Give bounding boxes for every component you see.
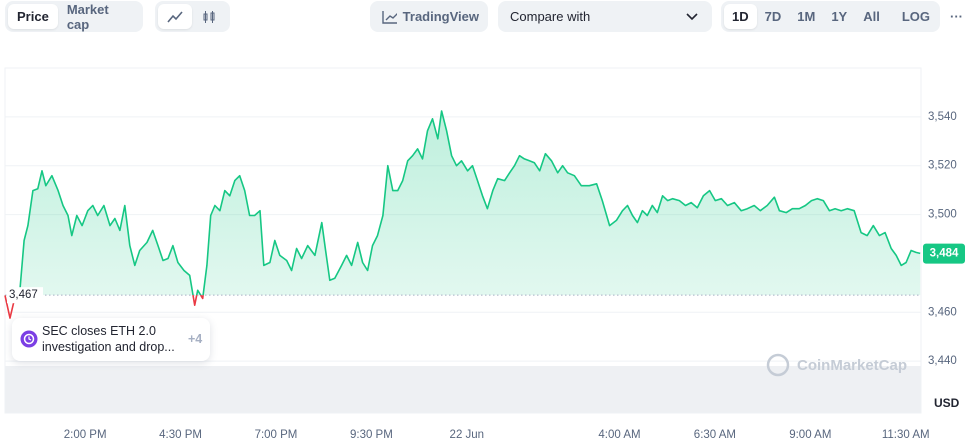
x-tick-label: 9:30 PM xyxy=(350,429,393,441)
y-tick-label: 3,460 xyxy=(928,306,957,318)
current-price-badge xyxy=(923,243,965,264)
range-tab[interactable]: 1D xyxy=(724,4,757,29)
x-tick-label: 22 Jun xyxy=(450,429,485,441)
range-tabs: 1D 7D 1M 1Y All LOG xyxy=(721,1,940,32)
watermark: CoinMarketCap xyxy=(766,353,907,377)
compare-label: Compare with xyxy=(510,9,591,24)
annotation[interactable]: SEC closes ETH 2.0 investigation and dro… xyxy=(12,318,210,361)
chart-style xyxy=(155,1,230,32)
type-tabs: Price Market cap xyxy=(5,1,143,32)
annotation-icon xyxy=(20,330,38,348)
range-tab[interactable]: 1Y xyxy=(831,9,848,24)
x-tick-label: 4:30 PM xyxy=(159,429,202,441)
plot-frame xyxy=(4,67,922,414)
annotation-text: investigation and drop... xyxy=(42,340,175,354)
range-tab[interactable]: All xyxy=(863,9,880,24)
tab[interactable]: Price xyxy=(8,4,58,29)
line-style-button[interactable] xyxy=(158,4,192,29)
annotation-more: +4 xyxy=(188,332,203,346)
y-tick-label: 3,440 xyxy=(928,355,957,367)
x-tick-label: 9:00 AM xyxy=(789,429,831,441)
area-fill xyxy=(17,111,921,296)
x-tick-label: 7:00 PM xyxy=(255,429,298,441)
y-tick-label: 3,500 xyxy=(928,209,957,221)
more-button[interactable]: ··· xyxy=(950,9,963,24)
x-tick-label: 4:00 AM xyxy=(598,429,640,441)
tradingview-button[interactable]: TradingView xyxy=(370,1,488,32)
range-tab[interactable]: 1M xyxy=(797,9,816,24)
y-tick-label: 3,540 xyxy=(928,111,957,123)
tradingview-label: TradingView xyxy=(402,9,479,24)
x-tick-label: 2:00 PM xyxy=(64,429,107,441)
volume-band xyxy=(5,366,921,413)
current-price-label: 3,484 xyxy=(930,248,959,260)
compare-dropdown[interactable]: Compare with xyxy=(498,1,712,32)
open-label-bg xyxy=(7,287,43,304)
price-line xyxy=(16,110,921,296)
watermark-text: CoinMarketCap xyxy=(797,357,907,374)
annotation-text: SEC closes ETH 2.0 xyxy=(42,324,156,338)
x-tick-label: 6:30 AM xyxy=(694,429,736,441)
range-tab[interactable]: 7D xyxy=(764,9,782,24)
x-tick-label: 11:30 AM xyxy=(882,429,930,441)
candle-style-button[interactable] xyxy=(192,4,226,29)
tab[interactable]: Market cap xyxy=(66,1,109,32)
y-tick-label: 3,520 xyxy=(928,160,957,172)
open-label: 3,467 xyxy=(9,289,38,301)
log-toggle[interactable]: LOG xyxy=(901,9,931,24)
y-unit: USD xyxy=(934,396,960,410)
